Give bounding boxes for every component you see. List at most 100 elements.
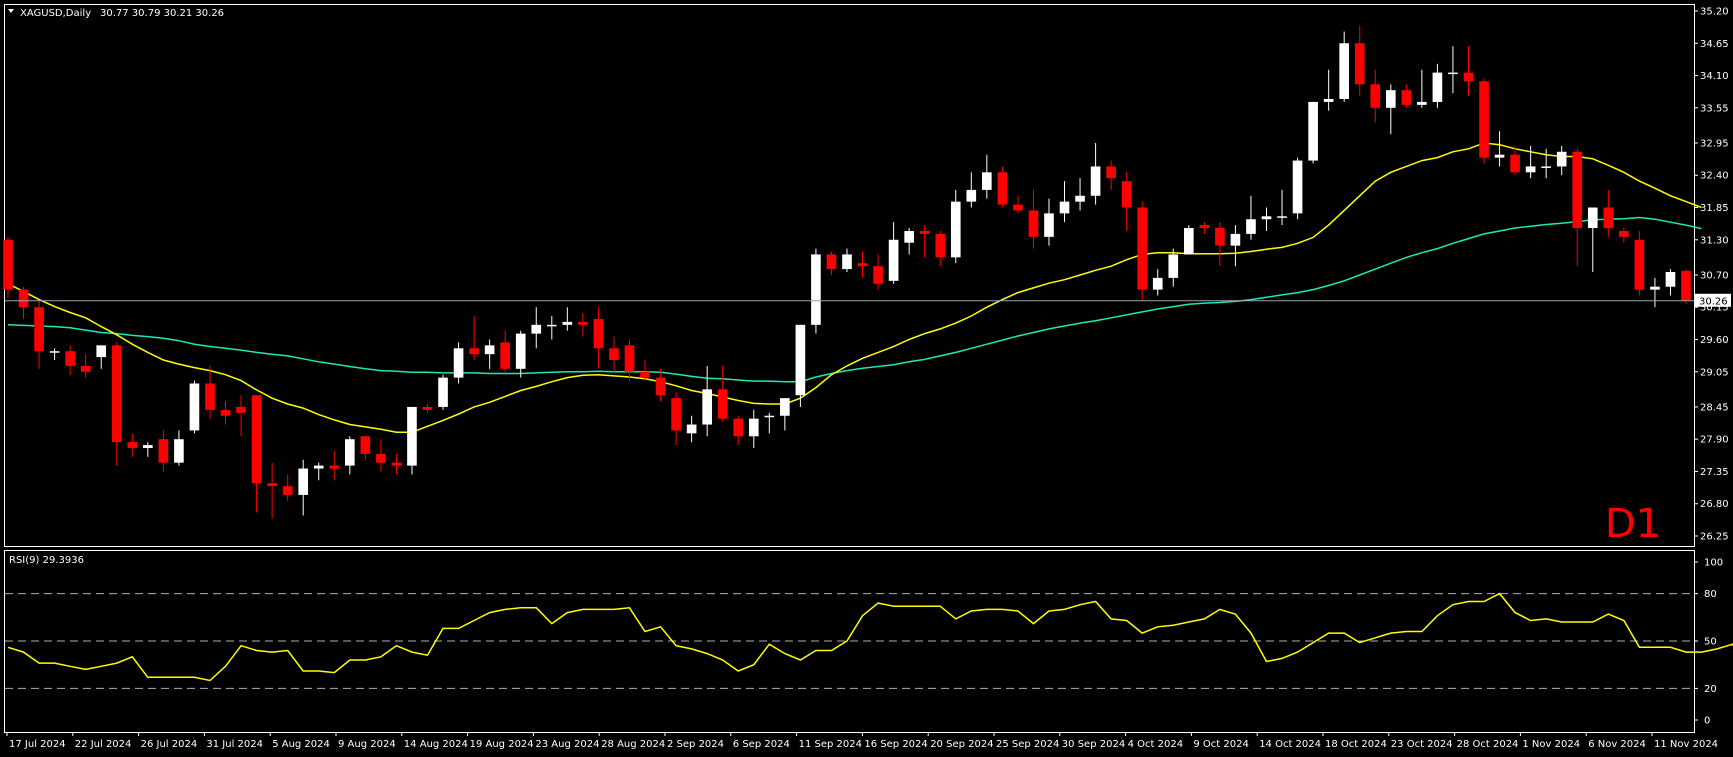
bull-candle	[842, 254, 852, 270]
bear-candle	[1479, 81, 1489, 158]
price-tick-label: 30.70	[1700, 270, 1729, 281]
bull-candle	[702, 389, 712, 425]
date-tick-label: 2 Sep 2024	[667, 739, 724, 750]
bull-candle	[1556, 151, 1567, 167]
bull-candle	[1090, 166, 1101, 196]
bear-candle	[220, 409, 231, 416]
bull-candle	[453, 348, 464, 378]
date-tick-label: 18 Oct 2024	[1325, 739, 1387, 750]
candles	[3, 25, 1691, 519]
bear-candle	[1619, 230, 1629, 237]
bull-candle	[888, 239, 899, 281]
bear-candle	[65, 351, 75, 366]
date-tick-label: 17 Jul 2024	[9, 739, 66, 750]
bear-candle	[422, 406, 433, 410]
bear-candle	[282, 486, 293, 495]
rsi-axis: 100 80 50 20 0	[1694, 558, 1723, 727]
bear-candle	[267, 483, 277, 487]
date-tick-label: 23 Oct 2024	[1391, 739, 1453, 750]
price-tick-label: 28.45	[1700, 402, 1729, 413]
price-tick-label: 35.20	[1700, 7, 1729, 18]
price-axis: 35.20 34.65 34.10 33.55 32.95 32.40 31.85 31.30…	[1694, 7, 1729, 543]
price-tick-label: 33.55	[1700, 103, 1729, 114]
date-tick-label: 11 Nov 2024	[1654, 739, 1718, 750]
price-tick-label: 26.25	[1700, 532, 1729, 543]
date-tick-label: 11 Sep 2024	[799, 739, 862, 750]
bear-candle	[826, 254, 837, 270]
date-tick-label: 31 Jul 2024	[206, 739, 263, 750]
bull-candle	[1152, 277, 1163, 290]
price-tick-label: 29.60	[1700, 335, 1729, 346]
bear-candle	[733, 418, 744, 437]
price-tick-label: 32.95	[1700, 138, 1729, 149]
bull-candle	[764, 415, 775, 418]
bear-candle	[671, 398, 681, 431]
date-tick-label: 1 Nov 2024	[1522, 739, 1580, 750]
date-tick-label: 23 Aug 2024	[535, 739, 599, 750]
bear-candle	[1215, 228, 1225, 246]
bull-candle	[1292, 160, 1303, 214]
bull-candle	[950, 201, 961, 258]
bear-candle	[717, 389, 728, 419]
rsi-tick-label: 0	[1704, 716, 1710, 727]
bear-candle	[1510, 154, 1520, 173]
bull-candle	[795, 324, 806, 396]
bull-candle	[1339, 43, 1350, 99]
ohlc-label: 30.77 30.79 30.21 30.26	[100, 8, 224, 19]
rsi-tick-label: 50	[1704, 637, 1717, 648]
date-tick-label: 28 Aug 2024	[601, 739, 665, 750]
bear-candle	[1370, 84, 1381, 108]
date-tick-label: 20 Sep 2024	[930, 739, 993, 750]
bull-candle	[143, 445, 153, 449]
date-tick-label: 14 Aug 2024	[404, 739, 468, 750]
date-tick-label: 16 Sep 2024	[864, 739, 927, 750]
bear-candle	[578, 321, 588, 325]
bull-candle	[531, 324, 542, 334]
price-tick-label: 30.15	[1700, 303, 1729, 314]
timeframe-watermark: D1	[1605, 501, 1661, 547]
price-tick-label: 29.05	[1700, 367, 1729, 378]
bear-candle	[997, 172, 1008, 205]
price-tick-label: 32.40	[1700, 171, 1729, 182]
bull-candle	[748, 418, 759, 437]
bull-candle	[1308, 101, 1318, 161]
bear-candle	[500, 342, 511, 369]
bull-candle	[1525, 166, 1536, 173]
date-tick-label: 4 Oct 2024	[1128, 739, 1183, 750]
bull-candle	[546, 324, 557, 327]
bear-candle	[360, 436, 371, 454]
date-axis: 17 Jul 2024 22 Jul 2024 26 Jul 2024 31 Jul …	[6, 732, 1718, 750]
bear-candle	[1121, 181, 1132, 208]
bull-candle	[780, 398, 790, 416]
bull-candle	[1044, 213, 1054, 237]
bear-candle	[1603, 207, 1614, 229]
bull-candle	[1168, 254, 1179, 278]
ma-fast-line	[7, 142, 1702, 433]
bull-candle	[1650, 286, 1660, 290]
date-tick-label: 22 Jul 2024	[75, 739, 132, 750]
bear-candle	[251, 395, 262, 484]
bull-candle	[1494, 154, 1505, 158]
rsi-levels	[5, 593, 1694, 689]
dropdown-arrow-icon[interactable]	[8, 9, 14, 13]
price-tick-label: 31.85	[1700, 203, 1729, 214]
bear-candle	[18, 289, 29, 308]
price-tick-label: 31.30	[1700, 235, 1729, 246]
bear-candle	[1572, 151, 1583, 229]
bull-candle	[1448, 72, 1458, 75]
price-tick-label: 34.10	[1700, 71, 1729, 82]
price-tick-label: 27.35	[1700, 467, 1729, 478]
date-tick-label: 6 Nov 2024	[1588, 739, 1646, 750]
bull-candle	[982, 172, 992, 190]
bull-candle	[1183, 228, 1194, 255]
bull-candle	[49, 351, 60, 353]
bear-candle	[127, 442, 138, 449]
bear-candle	[376, 453, 386, 463]
bull-candle	[189, 383, 200, 431]
bear-candle	[1137, 207, 1148, 290]
bull-candle	[966, 189, 977, 202]
bear-candle	[469, 348, 479, 355]
bear-candle	[80, 365, 91, 372]
bull-candle	[1246, 219, 1256, 234]
bull-candle	[298, 468, 309, 495]
